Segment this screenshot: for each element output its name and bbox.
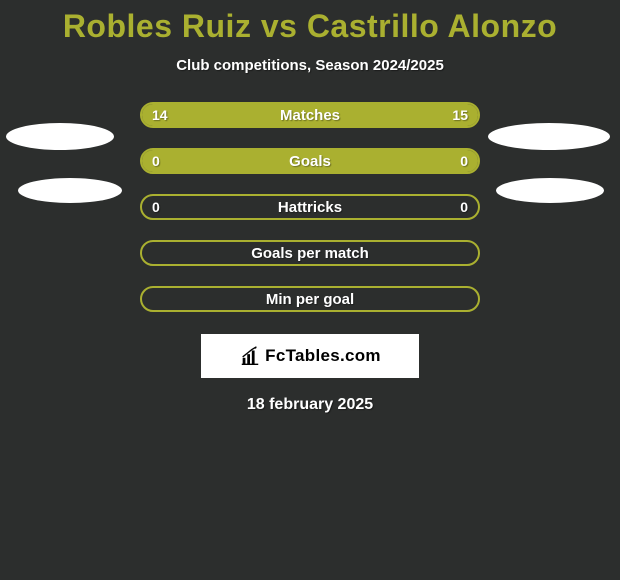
bar-chart-icon <box>239 345 261 367</box>
decorative-oval <box>18 178 122 203</box>
stat-row-left-value: 0 <box>152 199 160 215</box>
stat-row-label: Hattricks <box>142 199 478 216</box>
decorative-oval <box>496 178 604 203</box>
decorative-oval <box>488 123 610 150</box>
source-badge-text: FcTables.com <box>265 346 381 366</box>
stat-bar-fill <box>142 150 478 172</box>
stat-row-label: Goals per match <box>142 245 478 262</box>
source-badge: FcTables.com <box>201 334 419 378</box>
stat-row: Goals00 <box>140 148 480 174</box>
stat-row: Matches1415 <box>140 102 480 128</box>
stat-row: Hattricks0 0 <box>140 194 480 220</box>
comparison-subtitle: Club competitions, Season 2024/2025 <box>0 57 620 74</box>
stat-row-right-value: 0 <box>460 199 468 215</box>
comparison-title: Robles Ruiz vs Castrillo Alonzo <box>0 0 620 45</box>
comparison-date: 18 february 2025 <box>0 396 620 414</box>
stat-row: Goals per match <box>140 240 480 266</box>
decorative-oval <box>6 123 114 150</box>
stat-row: Min per goal <box>140 286 480 312</box>
stat-bar-fill <box>142 104 478 126</box>
stat-row-label: Min per goal <box>142 291 478 308</box>
